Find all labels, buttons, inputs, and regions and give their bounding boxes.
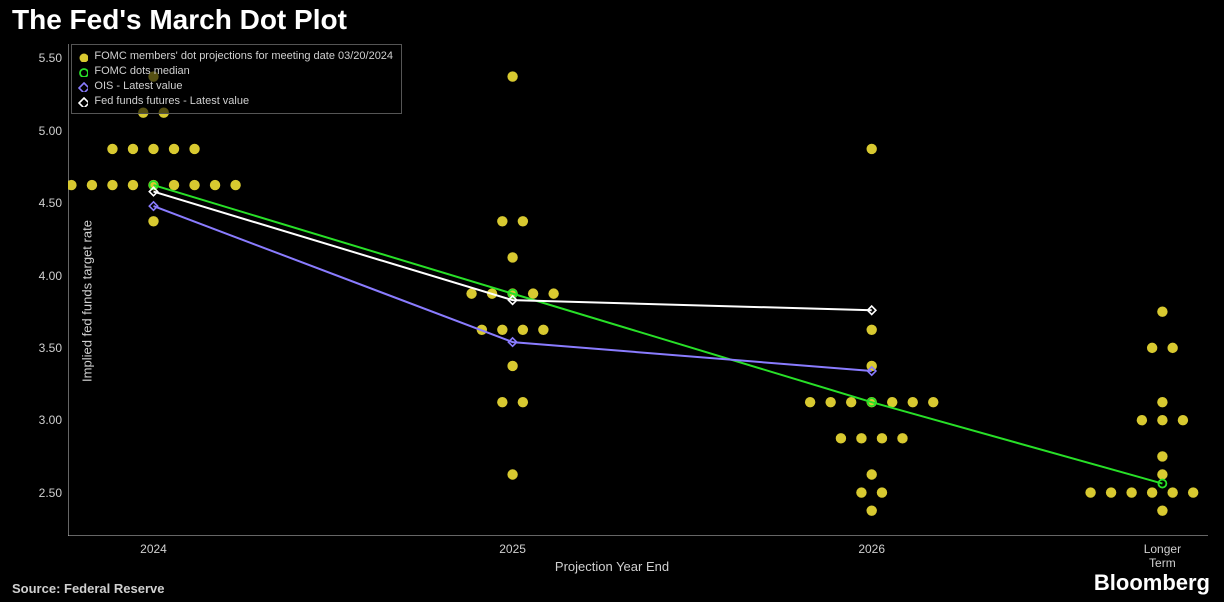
legend-item: OIS - Latest value bbox=[78, 79, 393, 94]
fomc-dot bbox=[897, 433, 907, 443]
legend-label: OIS - Latest value bbox=[94, 79, 182, 94]
fomc-dot bbox=[128, 180, 138, 190]
fomc-dot bbox=[846, 397, 856, 407]
fomc-dot bbox=[877, 433, 887, 443]
fomc-dot bbox=[1147, 343, 1157, 353]
fomc-dot bbox=[867, 505, 877, 515]
fomc-dot bbox=[518, 397, 528, 407]
y-tick-label: 4.50 bbox=[26, 196, 62, 210]
fomc-dot bbox=[908, 397, 918, 407]
x-tick-label: 2024 bbox=[140, 542, 167, 556]
y-tick-label: 5.00 bbox=[26, 124, 62, 138]
legend-label: FOMC dots median bbox=[94, 64, 189, 79]
fomc-dot bbox=[148, 144, 158, 154]
fomc-dot bbox=[169, 144, 179, 154]
fomc-dot bbox=[836, 433, 846, 443]
fomc-dot bbox=[528, 288, 538, 298]
fomc-dot bbox=[856, 487, 866, 497]
fomc-dot bbox=[1157, 397, 1167, 407]
fomc-dot bbox=[518, 325, 528, 335]
plot-svg bbox=[68, 44, 1208, 536]
legend-label: Fed funds futures - Latest value bbox=[94, 94, 249, 109]
fomc-dot bbox=[507, 361, 517, 371]
fomc-dot bbox=[877, 487, 887, 497]
fomc-dot bbox=[1157, 469, 1167, 479]
legend: FOMC members' dot projections for meetin… bbox=[71, 44, 402, 114]
fomc-dot bbox=[189, 144, 199, 154]
y-tick-label: 3.00 bbox=[26, 413, 62, 427]
x-axis-label: Projection Year End bbox=[555, 559, 669, 574]
fomc-dot bbox=[1188, 487, 1198, 497]
fomc-dot bbox=[507, 469, 517, 479]
legend-label: FOMC members' dot projections for meetin… bbox=[94, 49, 393, 64]
x-tick-label: Longer Term bbox=[1132, 542, 1194, 570]
fomc-dot bbox=[1147, 487, 1157, 497]
fomc-dot bbox=[210, 180, 220, 190]
fomc-dot bbox=[507, 252, 517, 262]
plot-area bbox=[68, 44, 1208, 536]
fomc-dot bbox=[1137, 415, 1147, 425]
fomc-dot bbox=[867, 144, 877, 154]
fomc-dot bbox=[497, 397, 507, 407]
fomc-dot bbox=[1157, 307, 1167, 317]
fomc-dot bbox=[548, 288, 558, 298]
fomc-dot bbox=[466, 288, 476, 298]
fomc-dot bbox=[1085, 487, 1095, 497]
fomc-dot bbox=[856, 433, 866, 443]
fomc-dot bbox=[1157, 451, 1167, 461]
legend-item: Fed funds futures - Latest value bbox=[78, 94, 393, 109]
fomc-dot bbox=[1106, 487, 1116, 497]
y-tick-label: 3.50 bbox=[26, 341, 62, 355]
fomc-dot bbox=[68, 180, 77, 190]
x-tick-label: 2026 bbox=[858, 542, 885, 556]
fomc-dot bbox=[825, 397, 835, 407]
chart-title: The Fed's March Dot Plot bbox=[12, 4, 347, 36]
fomc-dot bbox=[1167, 487, 1177, 497]
fomc-dot bbox=[230, 180, 240, 190]
fomc-dot bbox=[1167, 343, 1177, 353]
brand-text: Bloomberg bbox=[1094, 570, 1210, 596]
fomc-dot bbox=[1178, 415, 1188, 425]
fomc-dot bbox=[1157, 505, 1167, 515]
fomc-dot bbox=[538, 325, 548, 335]
fomc-dot bbox=[87, 180, 97, 190]
fomc-dot bbox=[867, 325, 877, 335]
y-tick-label: 5.50 bbox=[26, 51, 62, 65]
fomc-dot bbox=[497, 325, 507, 335]
x-tick-label: 2025 bbox=[499, 542, 526, 556]
fomc-dot bbox=[107, 144, 117, 154]
y-tick-label: 4.00 bbox=[26, 269, 62, 283]
fomc-dot bbox=[928, 397, 938, 407]
fomc-dot bbox=[805, 397, 815, 407]
fomc-dot bbox=[497, 216, 507, 226]
fomc-dot bbox=[169, 180, 179, 190]
y-tick-label: 2.50 bbox=[26, 486, 62, 500]
fomc-dot bbox=[107, 180, 117, 190]
fomc-dot bbox=[867, 469, 877, 479]
legend-item: FOMC dots median bbox=[78, 64, 393, 79]
fomc-dot bbox=[887, 397, 897, 407]
fomc-dot bbox=[1157, 415, 1167, 425]
source-text: Source: Federal Reserve bbox=[12, 581, 164, 596]
fomc-dot bbox=[148, 216, 158, 226]
series-line-median bbox=[154, 185, 1163, 483]
legend-item: FOMC members' dot projections for meetin… bbox=[78, 49, 393, 64]
fomc-dot bbox=[1126, 487, 1136, 497]
fomc-dot bbox=[189, 180, 199, 190]
fomc-dot bbox=[507, 71, 517, 81]
fomc-dot bbox=[128, 144, 138, 154]
fomc-dot bbox=[518, 216, 528, 226]
